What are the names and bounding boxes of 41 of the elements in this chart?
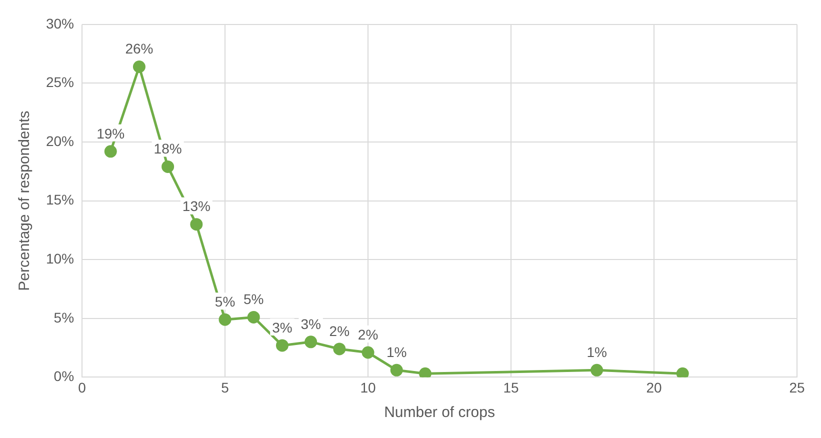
- data-label: 26%: [125, 40, 154, 57]
- y-tick-label: 5%: [54, 309, 74, 326]
- point: [218, 313, 232, 326]
- point: [190, 218, 203, 231]
- point: [304, 336, 318, 348]
- data-label: 13%: [182, 198, 210, 214]
- x-tick-label: 25: [789, 379, 805, 396]
- x-tick-label: 0: [78, 379, 86, 396]
- x-tick-label: 5: [221, 379, 230, 396]
- x-axis-title: Number of crops: [384, 404, 495, 422]
- y-tick-label: 30%: [46, 15, 74, 32]
- point: [590, 364, 604, 376]
- x-tick-label: 20: [646, 379, 662, 396]
- x-tick-label: 15: [503, 379, 520, 396]
- data-label: 2%: [329, 322, 350, 339]
- point: [418, 367, 432, 378]
- y-axis-title: Percentage of respondents: [16, 110, 34, 291]
- point: [390, 364, 403, 376]
- data-label: 3%: [272, 319, 292, 336]
- data-label: 5%: [244, 291, 264, 308]
- y-tick-label: 10%: [46, 250, 74, 266]
- y-tick-label: 20%: [46, 132, 74, 149]
- y-tick-label: 25%: [46, 74, 74, 90]
- point: [333, 342, 346, 356]
- y-tick-label: 0%: [54, 368, 74, 384]
- point: [676, 367, 689, 378]
- x-tick-label: 10: [360, 379, 376, 396]
- point: [247, 310, 260, 324]
- data-label: 1%: [586, 344, 607, 360]
- point: [276, 339, 288, 352]
- point: [132, 60, 146, 73]
- point: [104, 145, 117, 158]
- point: [162, 160, 174, 173]
- data-label: 19%: [96, 125, 125, 142]
- data-label: 18%: [154, 140, 182, 157]
- data-label: 3%: [300, 316, 321, 332]
- point: [362, 346, 374, 359]
- data-label: 5%: [214, 293, 236, 310]
- data-label: 1%: [386, 344, 407, 360]
- data-label: 2%: [358, 326, 378, 342]
- y-tick-label: 15%: [46, 192, 74, 208]
